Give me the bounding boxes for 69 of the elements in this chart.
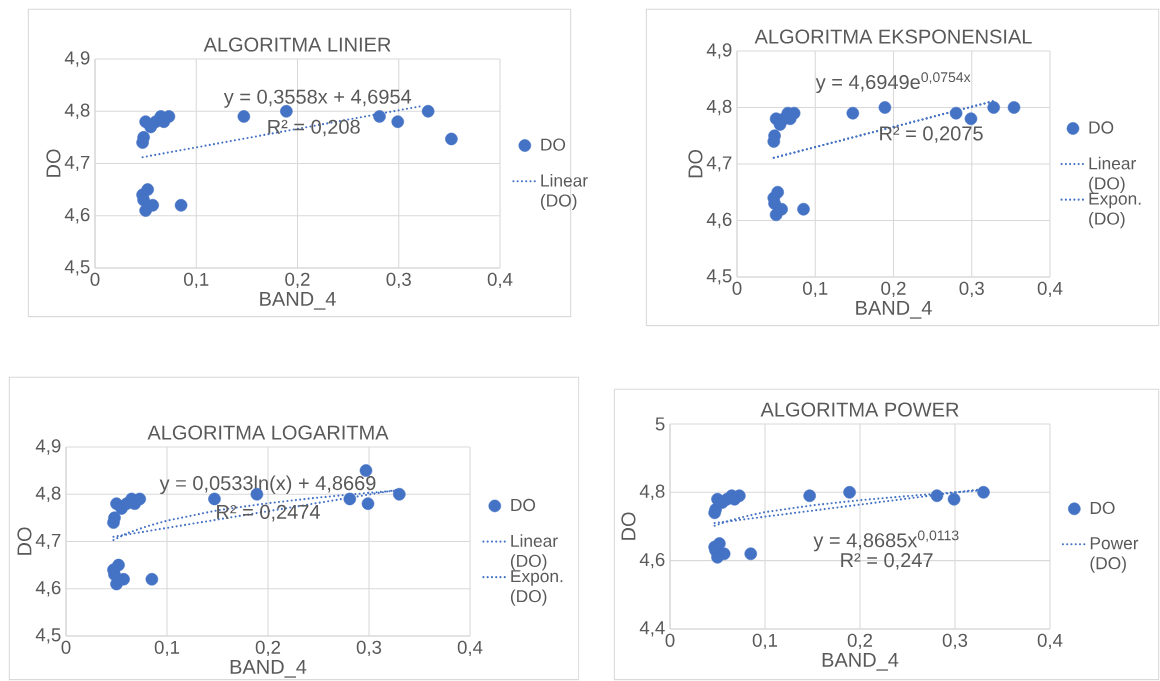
y-tick-label: 5 bbox=[655, 417, 665, 431]
chart-title: ALGORITMA POWER bbox=[760, 402, 959, 417]
x-tick-label: 0 bbox=[90, 272, 100, 286]
legend-label: Linear (DO) bbox=[510, 534, 558, 571]
y-tick-label: 4,7 bbox=[35, 533, 61, 550]
x-tick-label: 0 bbox=[732, 281, 742, 295]
x-tick-label: 0,4 bbox=[457, 640, 483, 657]
chart-title: ALGORITMA EKSPONENSIAL bbox=[754, 29, 1032, 44]
annotation: R² = 0,2075 bbox=[880, 126, 983, 143]
annotation: y = 4,8685x$^{0,0113}$ bbox=[813, 530, 959, 552]
x-tick-label: 0,3 bbox=[356, 640, 382, 657]
x-axis-title: BAND_4 bbox=[856, 300, 932, 319]
legend-label: Expon. (DO) bbox=[1089, 192, 1141, 229]
legend-label: Linear (DO) bbox=[1089, 156, 1136, 193]
x-tick-label: 0 bbox=[665, 633, 675, 647]
y-axis-title: DO bbox=[46, 149, 61, 177]
annotation: y = 0,0533ln(x) + 4,8669 bbox=[159, 475, 376, 495]
legend-label: DO bbox=[511, 498, 536, 512]
legend-label: Power (DO) bbox=[1090, 537, 1139, 573]
x-tick-label: 0,3 bbox=[959, 281, 984, 298]
x-tick-label: 0,2 bbox=[285, 272, 310, 289]
x-tick-label: 0,4 bbox=[487, 272, 513, 289]
y-tick-label: 4,4 bbox=[639, 621, 665, 637]
y-tick-label: 4,8 bbox=[639, 484, 665, 501]
x-axis-title: BAND_4 bbox=[230, 659, 307, 678]
x-tick-label: 0,1 bbox=[803, 281, 828, 298]
y-tick-label: 4,8 bbox=[35, 486, 61, 502]
x-tick-label: 0,4 bbox=[1037, 633, 1063, 650]
x-tick-label: 0,1 bbox=[752, 633, 778, 650]
legend-label: DO bbox=[1089, 121, 1114, 134]
y-tick-label: 4,5 bbox=[706, 269, 732, 285]
y-tick-label: 4,7 bbox=[706, 156, 732, 172]
x-tick-label: 0,2 bbox=[255, 640, 281, 657]
x-tick-label: 0,2 bbox=[881, 281, 906, 298]
x-tick-label: 0,2 bbox=[847, 633, 873, 650]
y-tick-label: 4,6 bbox=[64, 208, 90, 224]
y-tick-label: 4,8 bbox=[64, 103, 90, 119]
y-tick-label: 4,9 bbox=[35, 439, 61, 455]
legend-label: DO bbox=[541, 138, 566, 151]
y-tick-label: 4,5 bbox=[35, 628, 61, 644]
chart-title: ALGORITMA LOGARITMA bbox=[147, 425, 389, 440]
y-axis-title: DO bbox=[688, 149, 703, 178]
chart-title: ALGORITMA LINIER bbox=[203, 37, 391, 52]
y-tick-label: 4,6 bbox=[639, 552, 665, 569]
x-tick-label: 0,1 bbox=[184, 272, 209, 289]
y-tick-label: 4,6 bbox=[35, 581, 61, 597]
x-tick-label: 0,1 bbox=[154, 640, 180, 657]
y-tick-label: 4,9 bbox=[706, 43, 732, 59]
x-axis-title: BAND_4 bbox=[822, 652, 899, 671]
legend-label: Linear (DO) bbox=[541, 173, 588, 211]
y-axis-title: DO bbox=[621, 512, 636, 540]
x-axis-title: BAND_4 bbox=[260, 291, 336, 310]
y-tick-label: 4,9 bbox=[64, 51, 90, 67]
x-tick-label: 0,3 bbox=[942, 633, 968, 650]
y-tick-label: 4,8 bbox=[706, 99, 732, 116]
annotation: R² = 0,247 bbox=[841, 553, 933, 570]
annotation: y = 4,6949e$^{0,0754x}$ bbox=[815, 72, 971, 94]
annotation: y = 0,3558x + 4,6954 bbox=[223, 89, 412, 108]
x-tick-label: 0 bbox=[61, 640, 71, 654]
y-tick-label: 4,7 bbox=[64, 155, 90, 172]
y-axis-title: DO bbox=[17, 527, 32, 555]
legend-label: DO bbox=[1090, 501, 1115, 515]
x-tick-label: 0,4 bbox=[1037, 281, 1063, 298]
y-tick-label: 4,6 bbox=[706, 212, 732, 229]
y-tick-label: 4,5 bbox=[64, 260, 90, 276]
annotation: R² = 0,2474 bbox=[217, 504, 320, 522]
legend-label: Expon. (DO) bbox=[510, 570, 563, 606]
x-tick-label: 0,3 bbox=[386, 272, 411, 289]
annotation: R² = 0,208 bbox=[268, 119, 360, 137]
